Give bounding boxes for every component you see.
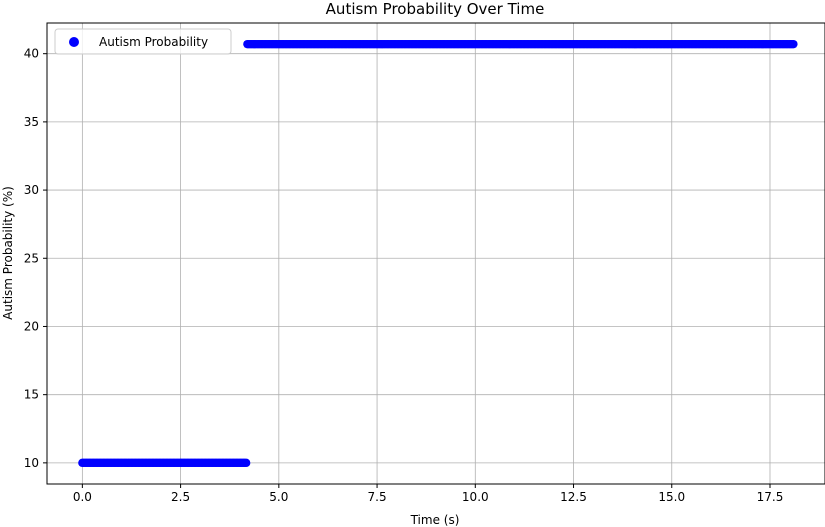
legend-box xyxy=(54,28,232,55)
plot-frame xyxy=(46,22,825,485)
x-tick-label: 12.5 xyxy=(560,490,587,504)
y-tick-label: 40 xyxy=(24,47,39,61)
legend: Autism Probability xyxy=(54,28,232,55)
y-axis-ticks: 10 15 20 25 30 35 40 xyxy=(24,47,47,470)
x-tick-label: 17.5 xyxy=(757,490,784,504)
legend-marker xyxy=(69,37,79,47)
y-tick-label: 35 xyxy=(24,115,39,129)
y-tick-label: 20 xyxy=(24,319,39,333)
legend-entry-autism-probability: Autism Probability xyxy=(99,35,208,49)
y-tick-label: 25 xyxy=(24,251,39,265)
chart-title: Autism Probability Over Time xyxy=(326,0,545,18)
x-tick-label: 2.5 xyxy=(171,490,190,504)
x-tick-label: 0.0 xyxy=(73,490,92,504)
scatter-point xyxy=(789,39,798,49)
grid xyxy=(47,23,825,484)
scatter-points xyxy=(78,39,798,468)
x-tick-label: 10.0 xyxy=(462,490,489,504)
x-tick-label: 7.5 xyxy=(368,490,387,504)
y-tick-label: 10 xyxy=(24,456,39,470)
x-axis-label: Time (s) xyxy=(410,513,460,527)
y-tick-label: 15 xyxy=(24,388,39,402)
y-axis-label: Autism Probability (%) xyxy=(1,186,15,320)
scatter-point xyxy=(241,458,251,468)
y-tick-label: 30 xyxy=(24,183,39,197)
x-tick-label: 5.0 xyxy=(269,490,288,504)
x-axis-ticks: 0.0 2.5 5.0 7.5 10.0 12.5 15.0 17.5 xyxy=(73,484,784,504)
x-tick-label: 15.0 xyxy=(658,490,685,504)
